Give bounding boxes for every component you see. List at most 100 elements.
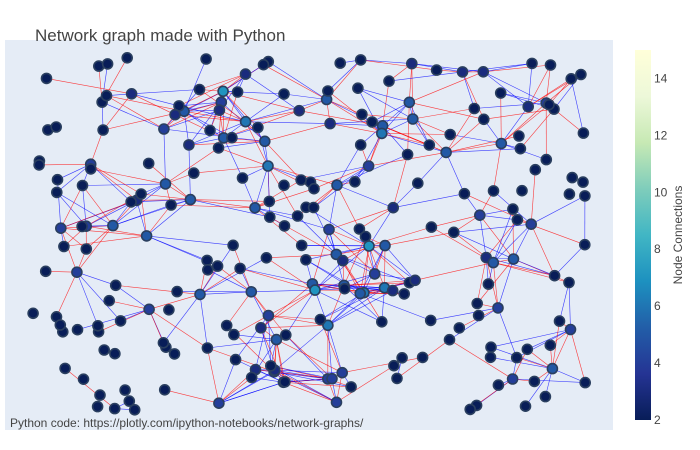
graph-node[interactable] (529, 163, 542, 176)
graph-node[interactable] (231, 86, 244, 98)
graph-node[interactable] (213, 104, 226, 116)
graph-node[interactable] (356, 108, 368, 121)
graph-node[interactable] (458, 187, 471, 200)
graph-node[interactable] (236, 172, 249, 184)
graph-node[interactable] (204, 124, 216, 137)
graph-node[interactable] (387, 201, 400, 214)
graph-node[interactable] (143, 303, 155, 316)
graph-node[interactable] (94, 389, 106, 401)
graph-node[interactable] (239, 68, 252, 80)
graph-node[interactable] (362, 160, 375, 172)
graph-node[interactable] (295, 239, 308, 252)
graph-node[interactable] (123, 395, 136, 407)
graph-node[interactable] (539, 390, 552, 403)
graph-node[interactable] (444, 128, 457, 141)
graph-node[interactable] (295, 174, 307, 186)
graph-node[interactable] (213, 397, 225, 410)
graph-node[interactable] (125, 88, 138, 100)
graph-node[interactable] (183, 139, 195, 151)
graph-node[interactable] (193, 83, 206, 96)
graph-node[interactable] (473, 209, 486, 221)
graph-node[interactable] (565, 73, 578, 85)
graph-node[interactable] (563, 188, 576, 200)
graph-node[interactable] (510, 351, 523, 364)
graph-node[interactable] (291, 210, 304, 222)
graph-node[interactable] (263, 195, 276, 208)
graph-node[interactable] (456, 66, 469, 78)
graph-node[interactable] (401, 148, 414, 161)
graph-node[interactable] (579, 376, 592, 389)
graph-node[interactable] (39, 265, 52, 278)
graph-node[interactable] (514, 142, 527, 155)
graph-node[interactable] (345, 381, 357, 393)
graph-node[interactable] (258, 135, 271, 148)
graph-node[interactable] (383, 75, 395, 87)
graph-node[interactable] (109, 279, 122, 292)
graph-node[interactable] (263, 211, 276, 223)
graph-node[interactable] (425, 221, 438, 233)
graph-node[interactable] (85, 163, 97, 175)
graph-node[interactable] (406, 113, 419, 125)
graph-node[interactable] (334, 57, 347, 69)
graph-node[interactable] (227, 239, 239, 252)
graph-node[interactable] (279, 329, 292, 341)
graph-node[interactable] (125, 196, 137, 208)
graph-node[interactable] (330, 396, 343, 409)
graph-node[interactable] (544, 59, 557, 71)
graph-node[interactable] (336, 366, 349, 379)
graph-node[interactable] (80, 243, 93, 255)
graph-node[interactable] (477, 113, 490, 126)
graph-node[interactable] (51, 173, 64, 186)
graph-node[interactable] (107, 219, 119, 232)
graph-node[interactable] (91, 400, 104, 413)
graph-node[interactable] (71, 323, 84, 336)
graph-node[interactable] (338, 282, 351, 295)
graph-node[interactable] (577, 176, 589, 188)
graph-node[interactable] (440, 146, 452, 159)
graph-node[interactable] (477, 66, 490, 78)
graph-node[interactable] (228, 328, 240, 341)
graph-node[interactable] (158, 383, 171, 396)
source-annotation[interactable]: Python code: https://plotly.com/ipython-… (10, 416, 364, 430)
graph-node[interactable] (314, 313, 327, 326)
graph-node[interactable] (220, 319, 233, 332)
graph-node[interactable] (336, 254, 349, 267)
graph-node[interactable] (453, 322, 466, 334)
graph-node[interactable] (278, 88, 290, 100)
graph-node[interactable] (278, 179, 290, 192)
graph-node[interactable] (482, 278, 495, 290)
graph-node[interactable] (157, 336, 170, 349)
graph-node[interactable] (257, 58, 270, 71)
graph-node[interactable] (171, 285, 183, 298)
graph-node[interactable] (507, 253, 520, 265)
graph-node[interactable] (109, 347, 121, 360)
graph-node[interactable] (363, 240, 375, 252)
graph-node[interactable] (54, 222, 67, 234)
graph-node[interactable] (76, 220, 88, 233)
graph-node[interactable] (352, 82, 364, 94)
graph-node[interactable] (128, 403, 141, 416)
graph-node[interactable] (239, 115, 252, 128)
graph-node[interactable] (516, 184, 528, 197)
graph-node[interactable] (423, 139, 436, 151)
graph-node[interactable] (200, 53, 212, 65)
graph-node[interactable] (168, 348, 181, 360)
graph-node[interactable] (71, 266, 83, 279)
graph-node[interactable] (98, 344, 110, 356)
graph-node[interactable] (211, 260, 224, 272)
graph-node[interactable] (163, 303, 175, 316)
graph-node[interactable] (526, 57, 538, 70)
graph-node[interactable] (121, 51, 133, 64)
graph-node[interactable] (103, 294, 115, 307)
graph-node[interactable] (201, 342, 214, 354)
graph-node[interactable] (108, 402, 121, 415)
graph-node[interactable] (546, 362, 559, 375)
graph-node[interactable] (97, 124, 109, 136)
graph-node[interactable] (430, 64, 443, 76)
graph-node[interactable] (511, 214, 524, 226)
graph-node[interactable] (307, 201, 320, 214)
graph-node[interactable] (202, 263, 214, 276)
graph-node[interactable] (566, 171, 579, 184)
graph-node[interactable] (331, 179, 343, 191)
graph-node[interactable] (165, 199, 177, 211)
